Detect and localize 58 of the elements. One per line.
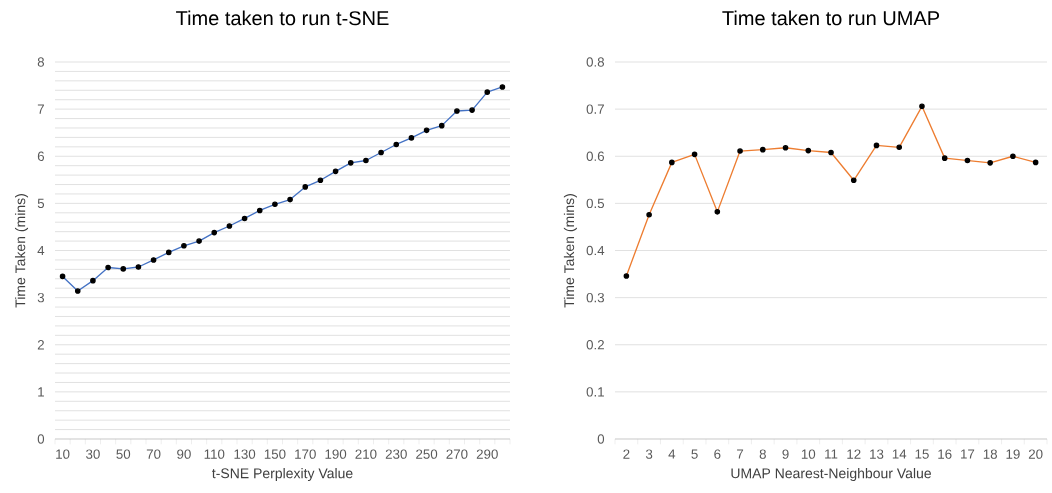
x-tick-label: 50: [116, 449, 131, 459]
y-tick-label: 0.3: [586, 292, 605, 303]
y-tick-label: 6: [37, 151, 45, 161]
y-tick-label: 4: [37, 245, 45, 256]
x-tick-label: 230: [385, 449, 407, 459]
y-tick-label: 1: [38, 387, 44, 397]
x-tick-label: 290: [476, 449, 498, 459]
x-tick-label: 8: [759, 449, 766, 459]
x-tick-label: 10: [801, 449, 816, 459]
x-tick-label: 70: [146, 449, 161, 459]
x-tick-label: 19: [1006, 449, 1020, 459]
x-tick-label: 18: [983, 449, 998, 459]
x-axis-title: t-SNE Perplexity Value: [212, 468, 353, 482]
y-tick-label: 0.8: [586, 57, 605, 67]
y-axis-title: Time Taken (mins): [563, 194, 577, 308]
x-tick-label: 190: [325, 449, 347, 459]
x-tick-label: 2: [623, 449, 630, 459]
y-tick-label: 3: [37, 292, 45, 303]
y-tick-label: 0.4: [586, 245, 605, 256]
x-tick-label: 12: [847, 449, 861, 459]
y-tick-label: 0: [37, 434, 45, 444]
x-tick-label: 210: [355, 449, 377, 459]
chart-title: Time taken to run t-SNE: [176, 10, 389, 26]
x-tick-label: 170: [295, 449, 316, 459]
x-tick-label: 130: [234, 449, 256, 459]
x-tick-label: 3: [645, 449, 653, 459]
x-tick-label: 20: [1028, 449, 1043, 459]
y-tick-label: 0.5: [586, 198, 605, 209]
x-tick-label: 250: [416, 449, 438, 459]
x-tick-label: 4: [668, 449, 676, 459]
chart-title: Time taken to run UMAP: [722, 10, 940, 26]
x-tick-label: 11: [825, 449, 838, 459]
x-tick-label: 270: [446, 449, 468, 459]
y-tick-label: 7: [37, 104, 44, 114]
x-tick-label: 30: [86, 449, 100, 459]
y-tick-label: 0.2: [586, 340, 604, 350]
y-tick-label: 0.6: [586, 151, 605, 161]
x-tick-label: 6: [714, 449, 721, 459]
x-tick-label: 150: [264, 449, 286, 459]
y-tick-label: 5: [37, 198, 45, 209]
x-tick-label: 16: [938, 449, 952, 459]
x-tick-label: 90: [177, 449, 191, 459]
y-tick-label: 2: [37, 340, 44, 350]
x-axis-title: UMAP Nearest-Neighbour Value: [731, 468, 931, 482]
x-tick-label: 7: [737, 449, 744, 459]
x-tick-label: 5: [691, 449, 698, 459]
x-tick-label: 110: [204, 449, 225, 459]
x-tick-label: 15: [915, 449, 929, 459]
x-tick-label: 10: [56, 449, 70, 459]
x-tick-label: 13: [870, 449, 884, 459]
x-tick-label: 14: [892, 449, 907, 459]
y-tick-label: 0.7: [586, 104, 604, 114]
x-tick-label: 9: [782, 449, 789, 459]
y-tick-label: 0: [597, 434, 605, 444]
x-tick-label: 17: [961, 449, 975, 459]
y-tick-label: 0.1: [586, 387, 604, 397]
y-tick-label: 8: [37, 57, 45, 67]
y-axis-title: Time Taken (mins): [14, 194, 29, 308]
